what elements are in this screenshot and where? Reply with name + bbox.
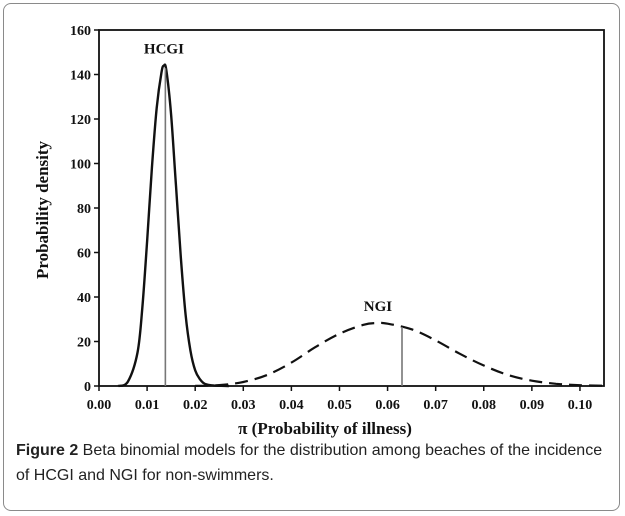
plot-area xyxy=(98,29,605,387)
x-tick-label: 0.00 xyxy=(87,398,112,413)
x-tick-label: 0.02 xyxy=(183,398,208,413)
x-tick-label: 0.06 xyxy=(375,398,400,413)
y-tick-label: 80 xyxy=(77,202,91,217)
y-tick-label: 100 xyxy=(70,158,91,173)
y-tick-label: 120 xyxy=(70,113,91,128)
series-ngi-label: NGI xyxy=(364,299,393,315)
x-axis: 0.00 0.01 0.02 0.03 0.04 0.05 0.06 0.07 0.08 0.09… xyxy=(87,386,592,413)
y-tick-label: 0 xyxy=(84,380,91,395)
x-tick-label: 0.05 xyxy=(327,398,352,413)
y-axis-title: Probability density xyxy=(33,140,52,279)
x-tick-label: 0.09 xyxy=(520,398,545,413)
plot-border xyxy=(98,29,605,387)
series-ngi-line xyxy=(195,321,605,387)
y-tick-label: 140 xyxy=(70,69,91,84)
x-tick-label: 0.08 xyxy=(472,398,497,413)
series-layer: HCGI NGI xyxy=(117,42,605,388)
figure-frame xyxy=(3,3,620,511)
x-tick-label: 0.01 xyxy=(135,398,160,413)
y-tick-label: 40 xyxy=(77,291,91,306)
y-tick-label: 160 xyxy=(70,24,91,39)
y-axis: 0 20 40 60 80 100 120 140 160 xyxy=(70,24,99,395)
series-hcgi-line xyxy=(117,63,229,388)
y-tick-label: 60 xyxy=(77,247,91,262)
figure-caption: Figure 2 Beta binomial models for the di… xyxy=(16,438,612,488)
figure-caption-text: Beta binomial models for the distributio… xyxy=(16,442,603,484)
y-tick-label: 20 xyxy=(77,336,91,351)
x-axis-title: π (Probability of illness) xyxy=(238,419,412,438)
series-hcgi-label: HCGI xyxy=(144,42,184,58)
figure-label: Figure 2 xyxy=(16,442,79,459)
x-tick-label: 0.10 xyxy=(568,398,593,413)
x-tick-label: 0.04 xyxy=(279,398,304,413)
x-tick-label: 0.03 xyxy=(231,398,256,413)
x-tick-label: 0.07 xyxy=(423,398,448,413)
